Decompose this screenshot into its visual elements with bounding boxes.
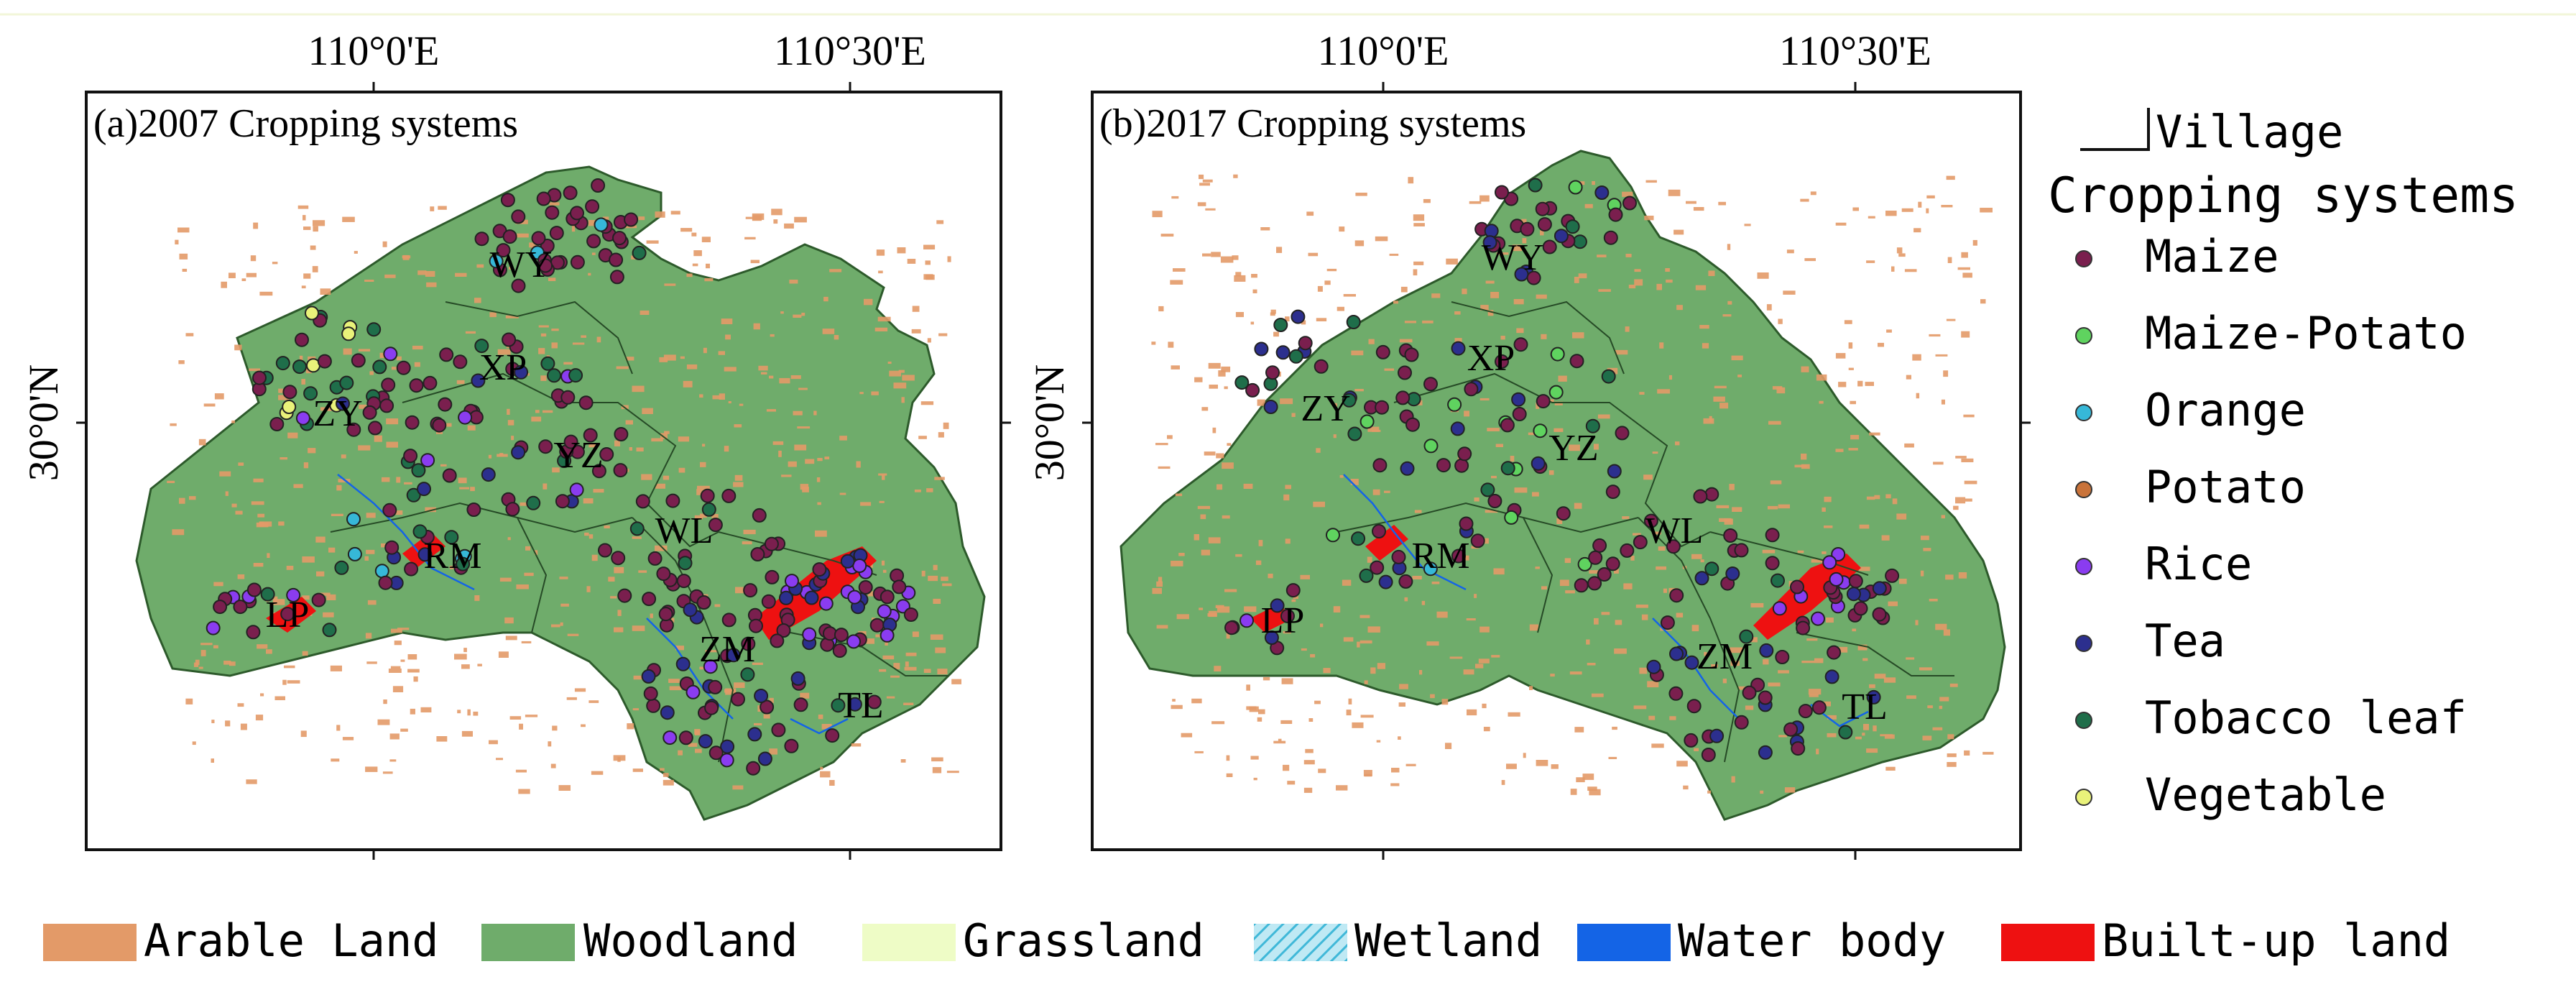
village-label-lp: LP bbox=[266, 595, 310, 635]
legend-marker bbox=[2075, 558, 2092, 575]
village-label-lp: LP bbox=[1261, 600, 1305, 641]
village-label-tl: TL bbox=[838, 685, 884, 726]
village-labels: WY XP ZY YZ RM WL LP ZM TL bbox=[266, 244, 884, 726]
lat-tick-label: 30°0'N bbox=[20, 364, 67, 482]
village-label-wl: WL bbox=[655, 510, 714, 551]
panel-title: (a)2007 Cropping systems bbox=[93, 101, 518, 146]
village-label-wl: WL bbox=[1645, 510, 1704, 551]
land-use-label-grassland: Grassland bbox=[963, 914, 1204, 967]
village-legend-entry: Village bbox=[2080, 106, 2343, 158]
legend-item-vegetable: Vegetable bbox=[2075, 768, 2386, 821]
legend-label: Orange bbox=[2145, 384, 2306, 436]
legend-marker bbox=[2075, 327, 2092, 344]
legend-item-tea: Tea bbox=[2075, 615, 2225, 667]
legend-marker bbox=[2075, 635, 2092, 652]
legend-item-orange: Orange bbox=[2075, 384, 2306, 436]
village-label-wy: WY bbox=[490, 244, 553, 285]
village-boundary-symbol bbox=[2080, 108, 2150, 151]
map-panel-2017: 110°0'E 110°30'E 30°0'N (b)2017 Cropping… bbox=[1026, 27, 2031, 860]
swatch-water-body bbox=[1577, 924, 1671, 961]
legend-item-maize-potato: Maize-Potato bbox=[2075, 307, 2467, 359]
village-label-tl: TL bbox=[1842, 687, 1888, 728]
lon-tick-label-0: 110°0'E bbox=[1318, 27, 1449, 74]
village-legend-label: Village bbox=[2156, 106, 2343, 158]
village-labels: WY XP ZY YZ RM WL LP ZM TL bbox=[1261, 237, 1888, 728]
legend-label: Rice bbox=[2145, 538, 2252, 590]
land-use-label-water: Water body bbox=[1678, 914, 1946, 967]
lon-tick-label-1: 110°30'E bbox=[774, 27, 926, 74]
legend-label: Potato bbox=[2145, 461, 2306, 513]
village-label-wy: WY bbox=[1482, 237, 1544, 278]
legend-label: Vegetable bbox=[2145, 768, 2386, 821]
swatch-arable-land bbox=[43, 924, 137, 961]
land-use-label-woodland: Woodland bbox=[583, 914, 798, 967]
village-label-rm: RM bbox=[424, 536, 482, 577]
village-label-zy: ZY bbox=[1301, 388, 1350, 429]
land-use-label-built-up: Built-up land bbox=[2102, 914, 2450, 967]
legend-label: Tea bbox=[2145, 615, 2225, 667]
village-label-rm: RM bbox=[1412, 536, 1470, 577]
legend-label: Maize-Potato bbox=[2145, 307, 2467, 359]
legend-marker bbox=[2075, 712, 2092, 729]
village-label-xp: XP bbox=[1467, 338, 1515, 379]
legend-marker bbox=[2075, 250, 2092, 267]
lat-tick-label: 30°0'N bbox=[1026, 364, 1073, 482]
legend-label: Tobacco leaf bbox=[2145, 692, 2467, 744]
village-label-yz: YZ bbox=[553, 435, 603, 476]
village-label-zm: ZM bbox=[699, 629, 755, 670]
legend-title: Cropping systems bbox=[2048, 168, 2519, 224]
legend-items: Maize Maize-Potato Orange Potato Rice Tea Toba… bbox=[2075, 230, 2467, 821]
legend-item-maize: Maize bbox=[2075, 230, 2279, 283]
land-use-label-wetland: Wetland bbox=[1354, 914, 1542, 967]
land-use-label-arable: Arable Land bbox=[144, 914, 439, 967]
village-label-yz: YZ bbox=[1548, 428, 1598, 469]
swatch-grassland bbox=[862, 924, 956, 961]
legend-marker bbox=[2075, 481, 2092, 498]
swatch-built-up-land bbox=[2001, 924, 2095, 961]
land-use-legend: Arable Land Woodland Grassland Wetland W… bbox=[43, 914, 2450, 967]
village-label-xp: XP bbox=[479, 347, 527, 388]
panel-title: (b)2017 Cropping systems bbox=[1099, 101, 1526, 146]
cropping-legend: Village Cropping systems Maize Maize-Pota… bbox=[2048, 106, 2519, 821]
map-panel-2007: 110°0'E 110°30'E 30°0'N (a)2007 Cropping… bbox=[20, 27, 1011, 860]
legend-item-potato: Potato bbox=[2075, 461, 2306, 513]
village-label-zm: ZM bbox=[1696, 636, 1753, 677]
lon-tick-label-0: 110°0'E bbox=[308, 27, 440, 74]
swatch-wetland bbox=[1254, 924, 1347, 961]
arable-land-patches bbox=[167, 202, 961, 794]
cropping-points bbox=[1224, 178, 1900, 762]
lon-tick-label-1: 110°30'E bbox=[1779, 27, 1931, 74]
cropping-points bbox=[206, 178, 918, 776]
arable-land-patches bbox=[1151, 174, 1994, 796]
legend-item-rice: Rice bbox=[2075, 538, 2252, 590]
village-label-zy: ZY bbox=[313, 393, 362, 434]
legend-item-tobacco-leaf: Tobacco leaf bbox=[2075, 692, 2467, 744]
legend-marker bbox=[2075, 404, 2092, 421]
legend-label: Maize bbox=[2145, 230, 2279, 283]
legend-marker bbox=[2075, 789, 2092, 806]
swatch-woodland bbox=[481, 924, 575, 961]
